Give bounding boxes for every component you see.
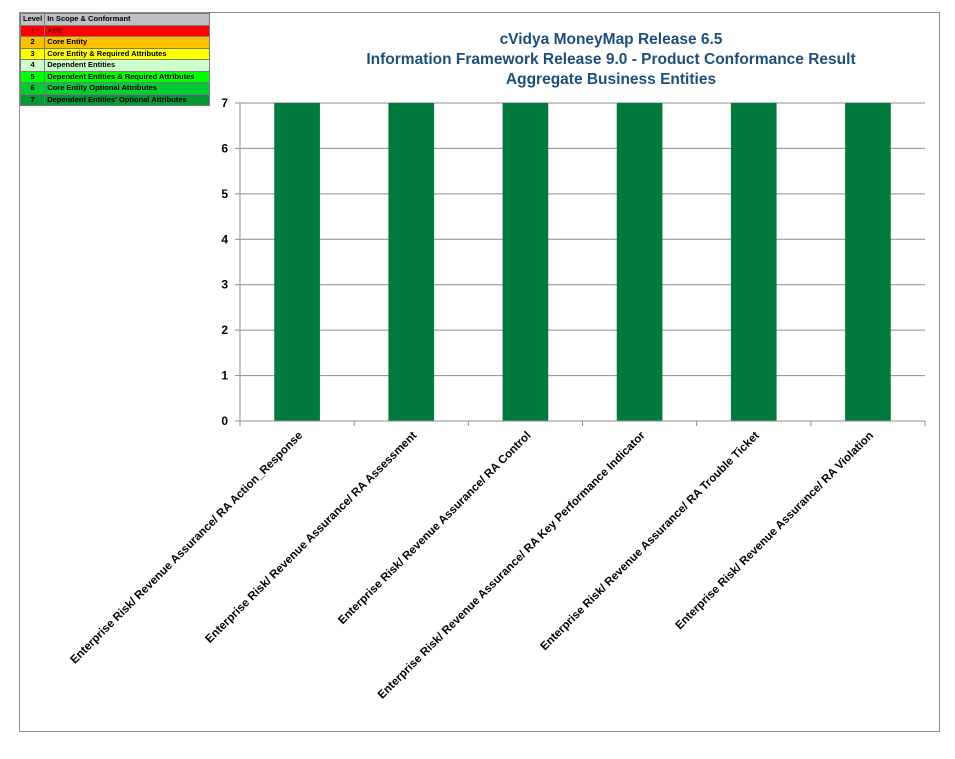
x-tick-label: Enterprise Risk/ Revenue Assurance/ RA C… (336, 430, 533, 627)
y-tick-label: 3 (221, 278, 228, 292)
legend-label: Dependent Entities' Optional Attributes (44, 93, 210, 106)
chart-title-line: Aggregate Business Entities (506, 71, 716, 88)
bars (274, 103, 891, 421)
bar (845, 103, 891, 421)
chart-title: cVidya MoneyMap Release 6.5 Information F… (366, 31, 855, 88)
bar (502, 103, 549, 421)
legend-label: Core Entity (44, 36, 210, 49)
y-tick-label: 6 (221, 141, 228, 155)
legend-row: 6 Core Entity Optional Attributes (19, 82, 210, 95)
legend-row: 3 Core Entity & Required Attributes (19, 47, 210, 60)
x-tick-label: Enterprise Risk/ Revenue Assurance/ RA K… (376, 429, 648, 701)
chart-title-line: cVidya MoneyMap Release 6.5 (500, 31, 723, 48)
legend-level: 3 (19, 47, 46, 60)
legend-row: 1 ABE (19, 24, 210, 37)
chart-title-line: Information Framework Release 9.0 - Prod… (366, 51, 855, 68)
legend-label: Core Entity & Required Attributes (44, 47, 210, 60)
y-tick-label: 1 (221, 369, 228, 383)
conformance-legend: Level In Scope & Conformant 1 ABE 2 Core En… (19, 13, 210, 106)
legend-row: 7 Dependent Entities' Optional Attributes (19, 93, 210, 106)
axes (239, 103, 926, 426)
bar (616, 103, 663, 421)
legend-header-row: Level In Scope & Conformant (19, 13, 210, 26)
legend-level: 7 (19, 93, 46, 106)
legend-label: ABE (44, 24, 210, 37)
y-tick-label: 2 (221, 323, 228, 337)
x-tick-label: Enterprise Risk/ Revenue Assurance/ RA T… (539, 430, 762, 653)
x-tick-labels: Enterprise Risk/ Revenue Assurance/ RA A… (69, 429, 877, 701)
x-tick-label: Enterprise Risk/ Revenue Assurance/ RA V… (674, 430, 877, 633)
legend-row: 2 Core Entity (19, 36, 210, 49)
legend-level: 2 (19, 36, 46, 49)
chart-frame (19, 12, 940, 732)
bar (274, 103, 320, 421)
bar (730, 103, 777, 421)
y-tick-label: 5 (221, 187, 228, 201)
legend-level: 1 (19, 24, 46, 37)
y-tick-labels: 0 1 2 3 4 5 6 7 (221, 96, 228, 428)
x-tick-label: Enterprise Risk/ Revenue Assurance/ RA A… (69, 430, 306, 667)
x-tick-label: Enterprise Risk/ Revenue Assurance/ RA A… (203, 430, 419, 646)
bar (388, 103, 435, 421)
y-tick-label: 4 (221, 232, 228, 246)
y-tick-label: 7 (221, 96, 228, 110)
gridlines (235, 102, 925, 422)
y-tick-label: 0 (221, 414, 228, 428)
legend-body: Level In Scope & Conformant 1 ABE 2 Core En… (19, 13, 210, 106)
